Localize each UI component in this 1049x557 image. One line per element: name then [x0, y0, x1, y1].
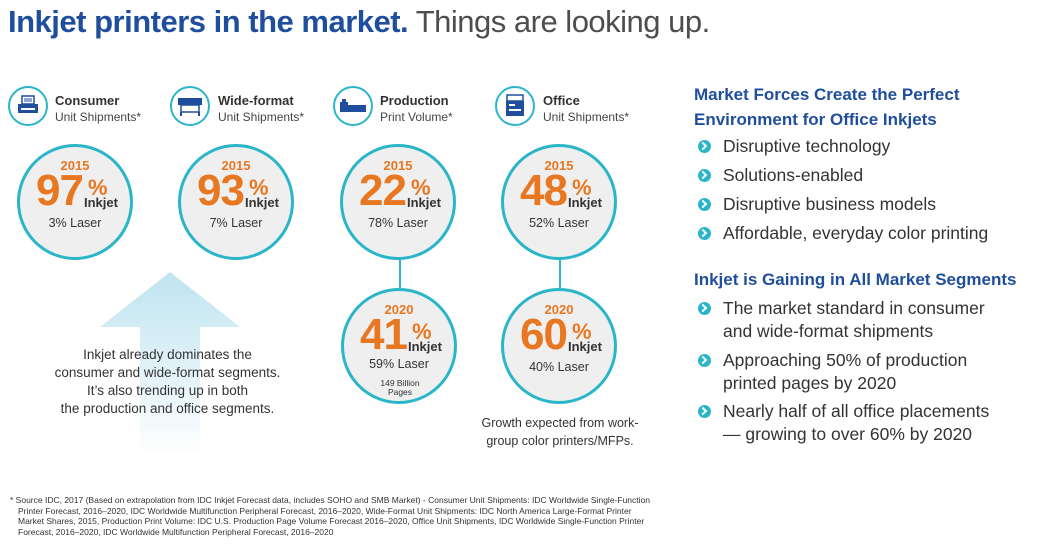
stat-pages-label: 149 Billion Pages	[380, 378, 420, 397]
stat-percent-sign: %	[572, 319, 592, 344]
chevron-right-icon	[698, 169, 711, 182]
segment-name-consumer: Consumer	[55, 93, 120, 108]
stat-laser-label: 78% Laser	[368, 216, 428, 230]
title-bold: Inkjet printers in the market.	[8, 4, 409, 39]
stat-year: 2015	[544, 158, 574, 173]
stat-circle-consumer-2015: 2015 97 % Inkjet 3% Laser	[17, 144, 133, 260]
stat-inkjet-label: Inkjet	[568, 195, 602, 210]
bullet-line: — growing to over 60% by 2020	[723, 424, 973, 444]
production-printer-icon	[333, 86, 373, 126]
stat-percent-sign: %	[412, 319, 432, 344]
stat-percent-sign: %	[249, 175, 269, 200]
stat-laser-label: 7% Laser	[209, 216, 263, 230]
stat-inkjet-label: Inkjet	[245, 195, 279, 210]
chevron-right-icon	[698, 140, 711, 153]
source-footnote: * Source IDC, 2017 (Based on extrapolati…	[10, 495, 680, 537]
stat-year: 2020	[384, 302, 414, 317]
office-note-line: group color printers/MFPs.	[486, 434, 634, 448]
chevron-right-icon	[698, 405, 711, 418]
wide-format-printer-icon	[170, 86, 210, 126]
segment-sub-wide-format: Unit Shipments*	[218, 110, 305, 124]
stat-circle-office-2015: 2015 48 % Inkjet 52% Laser	[501, 144, 617, 260]
stat-value: 22	[359, 166, 407, 215]
heading-inkjet-gaining: Inkjet is Gaining in All Market Segments	[694, 270, 1017, 289]
segment-name-office: Office	[543, 93, 580, 108]
page-title: Inkjet printers in the market. Things ar…	[8, 4, 710, 40]
bullet-line: Nearly half of all office placements	[723, 401, 990, 421]
chevron-right-icon	[698, 227, 711, 240]
arrow-caption-line: It’s also trending up in both	[86, 383, 249, 398]
bullet-line: printed pages by 2020	[723, 373, 897, 393]
stat-inkjet-label: Inkjet	[568, 339, 602, 354]
chevron-right-icon	[698, 198, 711, 211]
bullet-line: Approaching 50% of production	[723, 350, 968, 370]
stat-year: 2015	[221, 158, 251, 173]
heading-line: Environment for Office Inkjets	[694, 110, 937, 129]
footnote-line: Printer Forecast, 2016–2020, IDC Worldwi…	[18, 505, 632, 516]
stat-value: 41	[360, 310, 408, 359]
segment-sub-office: Unit Shipments*	[543, 110, 630, 124]
footnote-line: Market Shares, 2015, Production Print Vo…	[18, 516, 645, 526]
chevron-right-icon	[698, 354, 711, 367]
segment-name-wide-format: Wide-format	[218, 93, 294, 108]
trend-up-arrow-icon	[100, 272, 240, 457]
stat-percent-sign: %	[411, 175, 431, 200]
stat-circle-production-2015: 2015 22 % Inkjet 78% Laser	[340, 144, 456, 260]
heading-market-forces: Market Forces Create the Perfect Environ…	[694, 82, 960, 132]
bullet-item: Nearly half of all office placements — g…	[723, 400, 989, 446]
stat-inkjet-label: Inkjet	[408, 339, 442, 354]
heading-line: Market Forces Create the Perfect	[694, 85, 960, 104]
stat-laser-label: 3% Laser	[48, 216, 102, 230]
arrow-caption: Inkjet already dominates the consumer an…	[15, 346, 320, 418]
stat-circle-wide-format-2015: 2015 93 % Inkjet 7% Laser	[178, 144, 294, 260]
bullet-item: Disruptive technology	[723, 136, 891, 156]
connector-line-production	[399, 258, 401, 288]
stat-laser-label: 40% Laser	[529, 360, 589, 374]
arrow-caption-line: the production and office segments.	[60, 401, 275, 416]
stat-year: 2020	[544, 302, 574, 317]
stat-value: 48	[520, 166, 568, 215]
stat-value: 97	[36, 166, 84, 215]
bullet-item: The market standard in consumer and wide…	[723, 297, 985, 343]
stat-year: 2015	[383, 158, 413, 173]
stat-circle-office-2020: 2020 60 % Inkjet 40% Laser	[501, 288, 617, 404]
bullet-line: The market standard in consumer	[723, 298, 985, 318]
stat-laser-label: 52% Laser	[529, 216, 589, 230]
bullet-item: Disruptive business models	[723, 194, 937, 214]
title-light: Things are looking up.	[408, 4, 711, 39]
office-growth-note: Growth expected from work- group color p…	[455, 414, 665, 450]
stat-percent-sign: %	[572, 175, 592, 200]
stat-inkjet-label: Inkjet	[84, 195, 118, 210]
footnote-line: Forecast, 2016–2020, IDC Worldwide Multi…	[18, 526, 334, 537]
segment-sub-production: Print Volume*	[380, 110, 453, 124]
stat-value: 60	[520, 310, 568, 359]
stat-value: 93	[197, 166, 245, 215]
bullet-item: Affordable, everyday color printing	[723, 223, 989, 243]
consumer-printer-icon	[8, 86, 48, 126]
stat-laser-label: 59% Laser	[369, 357, 429, 371]
arrow-caption-line: Inkjet already dominates the	[83, 347, 252, 362]
segment-name-production: Production	[380, 93, 449, 108]
segment-sub-consumer: Unit Shipments*	[55, 110, 142, 124]
stat-percent-sign: %	[88, 175, 108, 200]
bullet-line: and wide-format shipments	[723, 321, 934, 341]
chevron-right-icon	[698, 302, 711, 315]
stat-inkjet-label: Inkjet	[407, 195, 441, 210]
arrow-caption-line: consumer and wide-format segments.	[54, 365, 281, 380]
office-printer-icon	[495, 86, 535, 126]
stat-year: 2015	[60, 158, 90, 173]
bullet-item: Solutions-enabled	[723, 165, 864, 185]
bullet-item: Approaching 50% of production printed pa…	[723, 349, 967, 395]
connector-line-office	[559, 258, 561, 288]
stat-circle-production-2020: 2020 41 % Inkjet 59% Laser 149 Billion P…	[341, 288, 457, 404]
footnote-line: * Source IDC, 2017 (Based on extrapolati…	[10, 495, 650, 505]
office-note-line: Growth expected from work-	[481, 416, 639, 430]
